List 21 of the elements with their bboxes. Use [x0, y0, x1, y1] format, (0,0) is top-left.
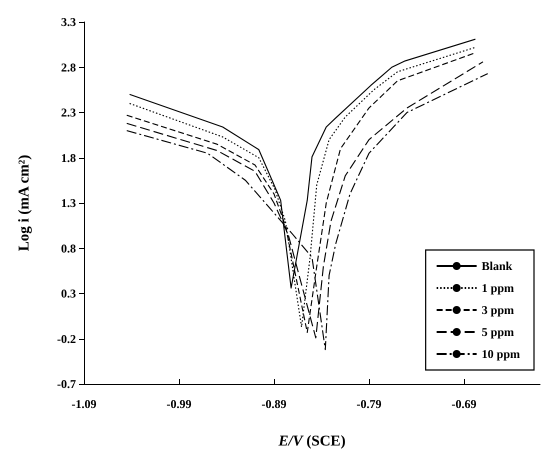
y-tick-label: 3.3 — [61, 15, 76, 29]
y-tick-label: -0.2 — [57, 332, 76, 346]
x-tick-label: -0.99 — [166, 397, 192, 411]
legend-label: 1 ppm — [482, 281, 514, 295]
x-tick-label: -0.69 — [452, 397, 476, 411]
legend-label: 5 ppm — [482, 325, 514, 339]
x-tick-label: -0.79 — [356, 397, 382, 411]
y-tick-label: 2.3 — [61, 106, 76, 120]
x-tick-label: -0.89 — [262, 397, 286, 411]
x-tick-label: -1.09 — [72, 397, 96, 411]
y-tick-label: 1.8 — [61, 150, 76, 165]
y-tick-label: -0.7 — [57, 377, 76, 391]
legend-label: 3 ppm — [482, 303, 514, 317]
y-tick-label: 2.8 — [61, 60, 76, 74]
y-tick-label: 1.3 — [61, 196, 76, 210]
legend-label: Blank — [482, 259, 513, 273]
y-axis-title: Log i (mA cm²) — [16, 154, 32, 252]
x-axis-title: E/V (SCE) — [277, 434, 346, 450]
legend-label: 10 ppm — [482, 347, 520, 361]
y-tick-label: 0.3 — [61, 286, 76, 300]
y-tick-label: 0.8 — [61, 241, 76, 256]
